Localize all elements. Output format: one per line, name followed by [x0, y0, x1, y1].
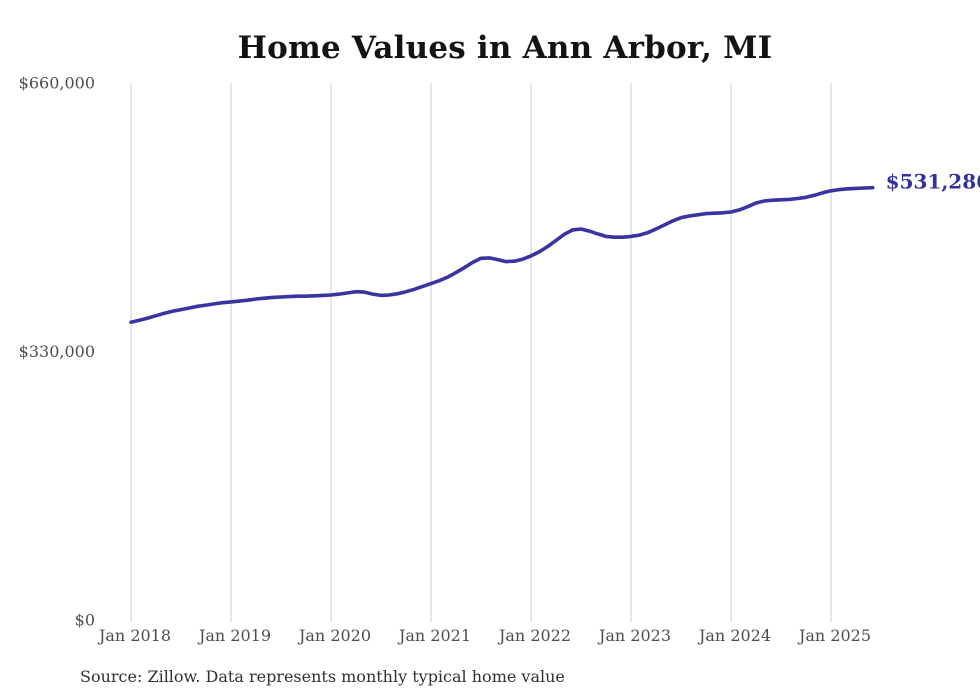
y-tick-label: $0: [75, 611, 95, 630]
x-tick-label: Jan 2024: [697, 626, 771, 645]
x-tick-label: Jan 2018: [97, 626, 171, 645]
y-tick-label: $660,000: [19, 74, 95, 93]
final-value-label: $531,286: [886, 170, 980, 194]
home-value-line: [129, 185, 875, 324]
x-tick-label: Jan 2022: [497, 626, 571, 645]
x-tick-label: Jan 2019: [197, 626, 271, 645]
x-tick-label: Jan 2025: [797, 626, 871, 645]
x-tick-label: Jan 2020: [297, 626, 371, 645]
x-tick-label: Jan 2021: [397, 626, 471, 645]
y-tick-label: $330,000: [19, 342, 95, 361]
source-note: Source: Zillow. Data represents monthly …: [80, 667, 565, 686]
x-tick-label: Jan 2023: [597, 626, 671, 645]
chart-title: Home Values in Ann Arbor, MI: [237, 30, 773, 66]
